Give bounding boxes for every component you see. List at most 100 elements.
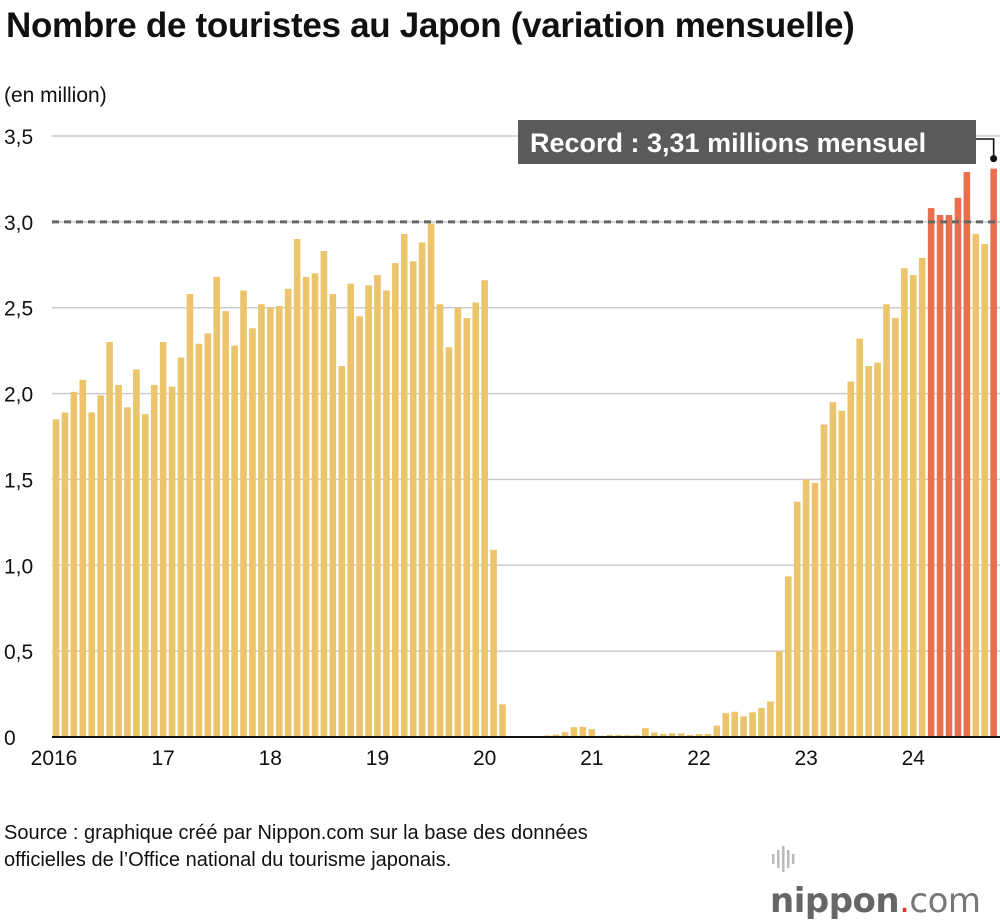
bar <box>276 306 283 737</box>
x-tick-label: 22 <box>687 747 710 770</box>
bar <box>374 275 381 737</box>
bar <box>294 239 301 737</box>
bar <box>490 550 497 737</box>
annotation-dot <box>990 155 997 162</box>
bar <box>981 244 988 737</box>
bar <box>338 366 345 737</box>
bar <box>321 251 328 737</box>
y-tick-label: 1,0 <box>4 555 33 578</box>
bar <box>437 304 444 737</box>
bar <box>258 304 265 737</box>
logo-dot: . <box>899 881 909 921</box>
y-tick-label: 0 <box>4 727 16 750</box>
bar <box>919 258 926 737</box>
y-tick-label: 0,5 <box>4 641 33 664</box>
bar <box>847 382 854 737</box>
bar <box>231 345 238 737</box>
record-annotation: Record : 3,31 millions mensuel <box>518 120 997 164</box>
x-tick-label: 18 <box>259 747 282 770</box>
bar <box>312 273 319 737</box>
bar <box>222 311 229 737</box>
bar <box>821 424 828 737</box>
bar <box>481 280 488 737</box>
bar <box>160 342 167 737</box>
bar <box>53 419 60 737</box>
x-tick-label: 2016 <box>31 747 78 770</box>
bar <box>169 387 176 737</box>
bar <box>365 285 372 737</box>
bar <box>946 215 953 737</box>
bar <box>499 704 506 737</box>
sound-wave-icon <box>770 842 800 876</box>
x-tick-label: 23 <box>794 747 817 770</box>
bar <box>642 728 649 737</box>
bar <box>740 716 747 737</box>
logo-name: nippon <box>770 881 899 921</box>
bar <box>839 411 846 737</box>
bar <box>401 234 408 737</box>
y-tick-label: 1,5 <box>4 469 33 492</box>
bar <box>213 277 220 737</box>
bar <box>151 385 158 737</box>
bar <box>249 328 256 737</box>
source-line: officielles de l’Office national du tour… <box>4 847 588 874</box>
bar <box>830 402 837 737</box>
bar <box>62 412 69 737</box>
bar <box>205 333 212 737</box>
bar <box>383 291 390 737</box>
bar <box>178 358 185 737</box>
bar <box>124 407 131 737</box>
bar <box>79 380 86 737</box>
bar <box>419 242 426 737</box>
bar <box>571 727 578 737</box>
bar <box>115 385 122 737</box>
bar <box>910 275 917 737</box>
bar <box>892 318 899 737</box>
bar <box>937 215 944 737</box>
annotation-connector <box>976 139 994 159</box>
x-tick-label: 21 <box>580 747 603 770</box>
x-tick-label: 19 <box>366 747 389 770</box>
bar <box>133 370 140 737</box>
bar <box>964 172 971 737</box>
source-line: Source : graphique créé par Nippon.com s… <box>4 820 588 847</box>
bar <box>865 366 872 737</box>
x-tick-label: 20 <box>473 747 496 770</box>
bar <box>972 234 979 737</box>
source-note: Source : graphique créé par Nippon.com s… <box>4 820 588 874</box>
bar <box>267 308 274 737</box>
bar <box>812 483 819 737</box>
bar <box>347 284 354 737</box>
logo-tld: com <box>909 881 980 921</box>
bar <box>463 318 470 737</box>
bar <box>187 294 194 737</box>
bar <box>428 224 435 737</box>
bar <box>955 198 962 737</box>
x-tick-label: 17 <box>151 747 174 770</box>
annotation-text: Record : 3,31 millions mensuel <box>530 128 926 158</box>
y-tick-label: 2,5 <box>4 298 33 321</box>
bar <box>731 712 738 737</box>
y-tick-label: 3,0 <box>4 212 33 235</box>
bar <box>240 291 247 737</box>
y-tick-label: 2,0 <box>4 384 33 407</box>
bar <box>901 268 908 737</box>
bar <box>303 277 310 737</box>
bar <box>580 727 587 737</box>
bar <box>883 304 890 737</box>
bar <box>749 712 756 737</box>
bar <box>71 392 78 737</box>
bar <box>330 294 337 737</box>
bar <box>472 303 479 737</box>
bar <box>392 263 399 737</box>
bar <box>758 708 765 737</box>
bar <box>446 347 453 737</box>
x-tick-label: 24 <box>902 747 926 770</box>
bar <box>794 502 801 737</box>
bar <box>714 726 721 737</box>
bar <box>142 414 149 737</box>
bar <box>990 169 997 737</box>
bar <box>803 479 810 737</box>
bar-chart: Record : 3,31 millions mensuel 0 0,5 1,0 1,… <box>0 0 1000 880</box>
bar <box>88 412 95 737</box>
